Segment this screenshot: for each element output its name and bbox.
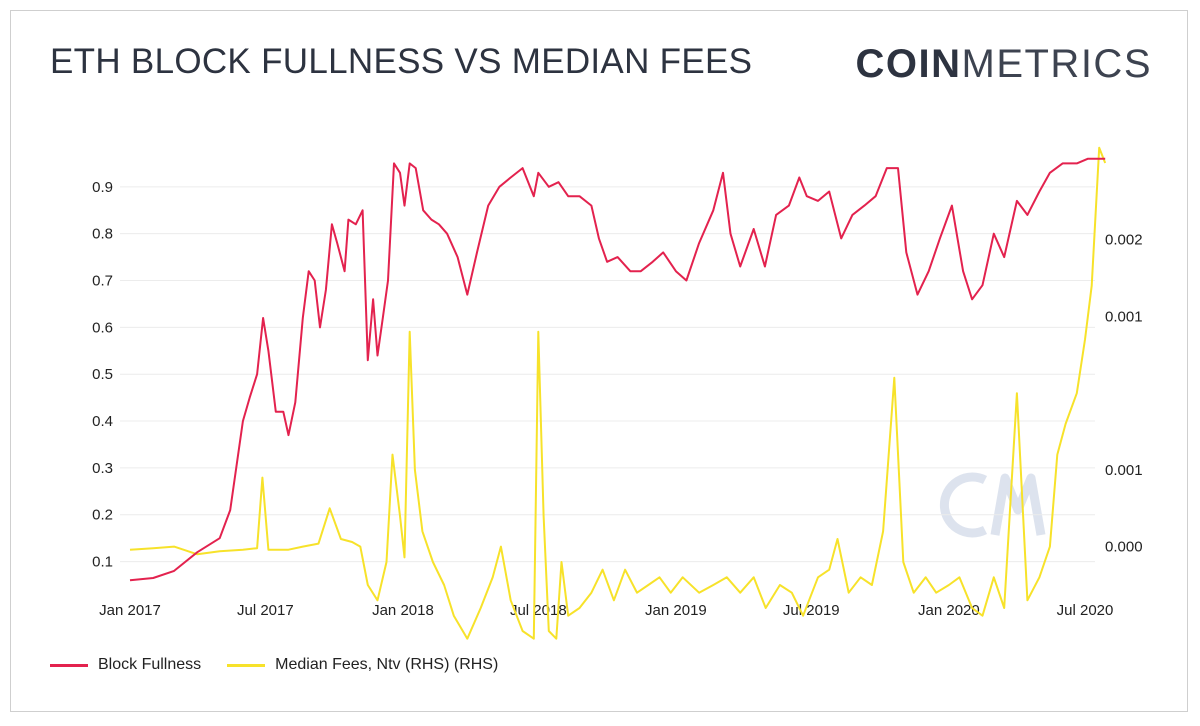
chart-title: ETH BLOCK FULLNESS VS MEDIAN FEES <box>50 42 753 81</box>
x-tick-label: Jan 2018 <box>372 602 434 619</box>
y-right-tick-label: 0.001 <box>1105 308 1143 325</box>
y-left-tick-label: 0.8 <box>92 226 113 243</box>
y-left-tick-label: 0.2 <box>92 507 113 524</box>
series-line-median-fees <box>129 146 1107 640</box>
legend-swatch-block-fullness <box>50 663 88 667</box>
y-left-tick-label: 0.6 <box>92 319 113 336</box>
x-tick-label: Jul 2019 <box>783 602 840 619</box>
legend-item-block-fullness[interactable]: Block Fullness <box>50 656 201 674</box>
legend-label-median-fees: Median Fees, Ntv (RHS) (RHS) <box>275 656 499 673</box>
y-left-tick-label: 0.1 <box>92 554 113 571</box>
y-left-tick-label: 0.3 <box>92 460 113 477</box>
y-right-tick-label: 0.002 <box>1105 232 1143 249</box>
logo-light-text: METRICS <box>961 42 1152 86</box>
x-tick-label: Jul 2020 <box>1057 602 1114 619</box>
y-right-tick-label: 0.001 <box>1105 462 1143 479</box>
legend: Block Fullness Median Fees, Ntv (RHS) (R… <box>50 656 524 674</box>
y-right-tick-label: 0.000 <box>1105 539 1143 556</box>
x-tick-label: Jan 2017 <box>99 602 161 619</box>
coinmetrics-cm-watermark-icon <box>939 472 1046 538</box>
x-axis-ticks: Jan 2017 Jul 2017 Jan 2018 Jul 2018 Jan 2019… <box>99 602 1113 619</box>
watermark-m-shape <box>990 473 1046 536</box>
grid-lines <box>120 186 1095 563</box>
legend-swatch-median-fees <box>227 663 266 667</box>
y-left-tick-label: 0.4 <box>92 413 113 430</box>
x-tick-label: Jan 2020 <box>918 602 980 619</box>
chart-frame <box>10 10 1188 712</box>
legend-label-block-fullness: Block Fullness <box>98 656 202 673</box>
x-tick-label: Jul 2017 <box>237 602 294 619</box>
y-axis-right-ticks: 0.000 0.001 0.001 0.002 <box>1105 232 1143 556</box>
y-left-tick-label: 0.5 <box>92 366 113 383</box>
y-left-tick-label: 0.9 <box>92 179 113 196</box>
watermark-c-shape <box>939 472 988 538</box>
coinmetrics-logo: COINMETRICS <box>856 42 1153 87</box>
series-lines <box>129 146 1107 640</box>
x-tick-label: Jul 2018 <box>510 602 567 619</box>
series-line-block-fullness <box>129 157 1106 582</box>
y-axis-left-ticks: 0.1 0.2 0.3 0.4 0.5 0.6 0.7 0.8 0.9 <box>92 179 113 571</box>
logo-bold-text: COIN <box>855 42 962 86</box>
y-left-tick-label: 0.7 <box>92 273 113 290</box>
x-tick-label: Jan 2019 <box>645 602 707 619</box>
legend-item-median-fees[interactable]: Median Fees, Ntv (RHS) (RHS) <box>227 656 498 674</box>
